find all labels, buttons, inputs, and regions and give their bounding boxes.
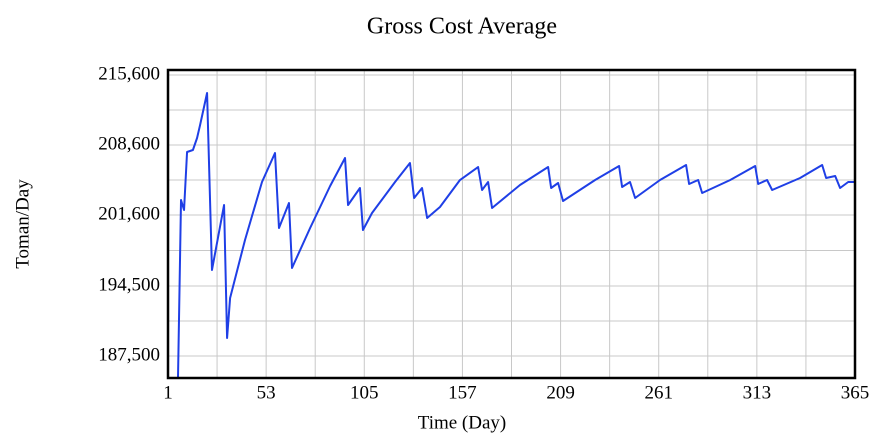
x-tick-label: 1 — [163, 382, 173, 403]
x-tick-label: 157 — [448, 382, 477, 403]
x-tick-label: 105 — [350, 382, 379, 403]
y-tick-label: 208,600 — [98, 133, 160, 154]
x-tick-label: 365 — [841, 382, 870, 403]
y-axis-label: Toman/Day — [12, 179, 33, 269]
x-axis-label: Time (Day) — [418, 412, 507, 433]
data-line — [177, 92, 855, 378]
x-tick-label: 53 — [257, 382, 276, 403]
chart-title: Gross Cost Average — [367, 14, 557, 40]
y-tick-label: 194,500 — [98, 274, 160, 295]
x-tick-label: 209 — [546, 382, 575, 403]
x-tick-label: 313 — [743, 382, 772, 403]
y-tick-label: 187,500 — [98, 344, 160, 365]
y-tick-label: 201,600 — [98, 203, 160, 224]
y-tick-label: 215,600 — [98, 63, 160, 84]
plot-frame — [166, 68, 857, 380]
x-tick-label: 261 — [644, 382, 673, 403]
